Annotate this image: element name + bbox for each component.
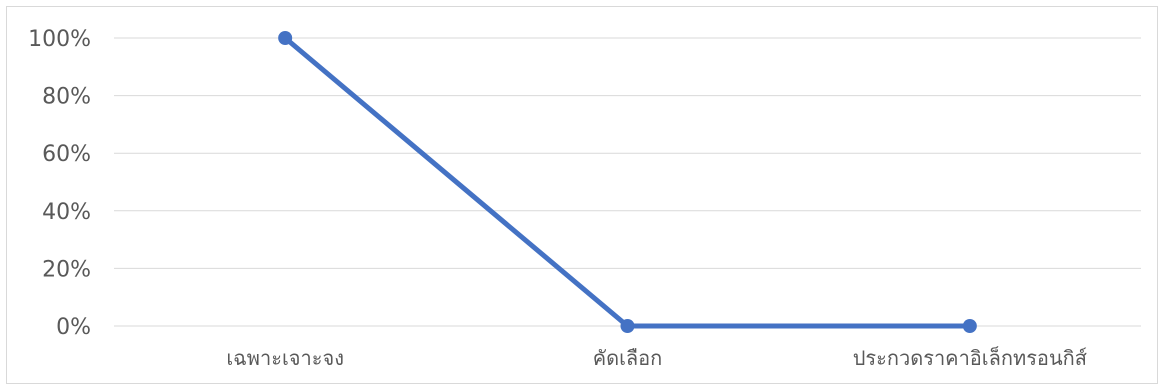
x-axis-category-labels: เฉพาะเจาะจง คัดเลือก ประกวดราคาอิเล็กทรอนก…	[226, 345, 1087, 370]
data-point	[278, 31, 293, 45]
data-point	[962, 319, 977, 333]
y-tick-label: 100%	[28, 27, 91, 52]
x-category-label: ประกวดราคาอิเล็กทรอนกิส์	[853, 345, 1087, 370]
series-line	[282, 35, 973, 329]
series-line-layer	[282, 35, 973, 329]
data-point-markers	[278, 31, 977, 333]
data-point	[620, 319, 635, 333]
y-tick-label: 0%	[56, 315, 91, 340]
y-axis-tick-labels: 0% 20% 40% 60% 80% 100%	[28, 27, 91, 340]
y-tick-label: 20%	[42, 257, 91, 282]
x-category-label: เฉพาะเจาะจง	[226, 346, 344, 370]
y-tick-label: 40%	[42, 200, 91, 225]
chart-area: 0% 20% 40% 60% 80% 100% เฉพาะเจาะจง คัดเลือก ปร…	[6, 6, 1158, 384]
y-tick-label: 80%	[42, 85, 91, 110]
x-category-label: คัดเลือก	[593, 346, 663, 370]
y-tick-label: 60%	[42, 142, 91, 167]
gridlines	[114, 37, 1141, 327]
line-chart: 0% 20% 40% 60% 80% 100% เฉพาะเจาะจง คัดเลือก ปร…	[28, 27, 1141, 370]
